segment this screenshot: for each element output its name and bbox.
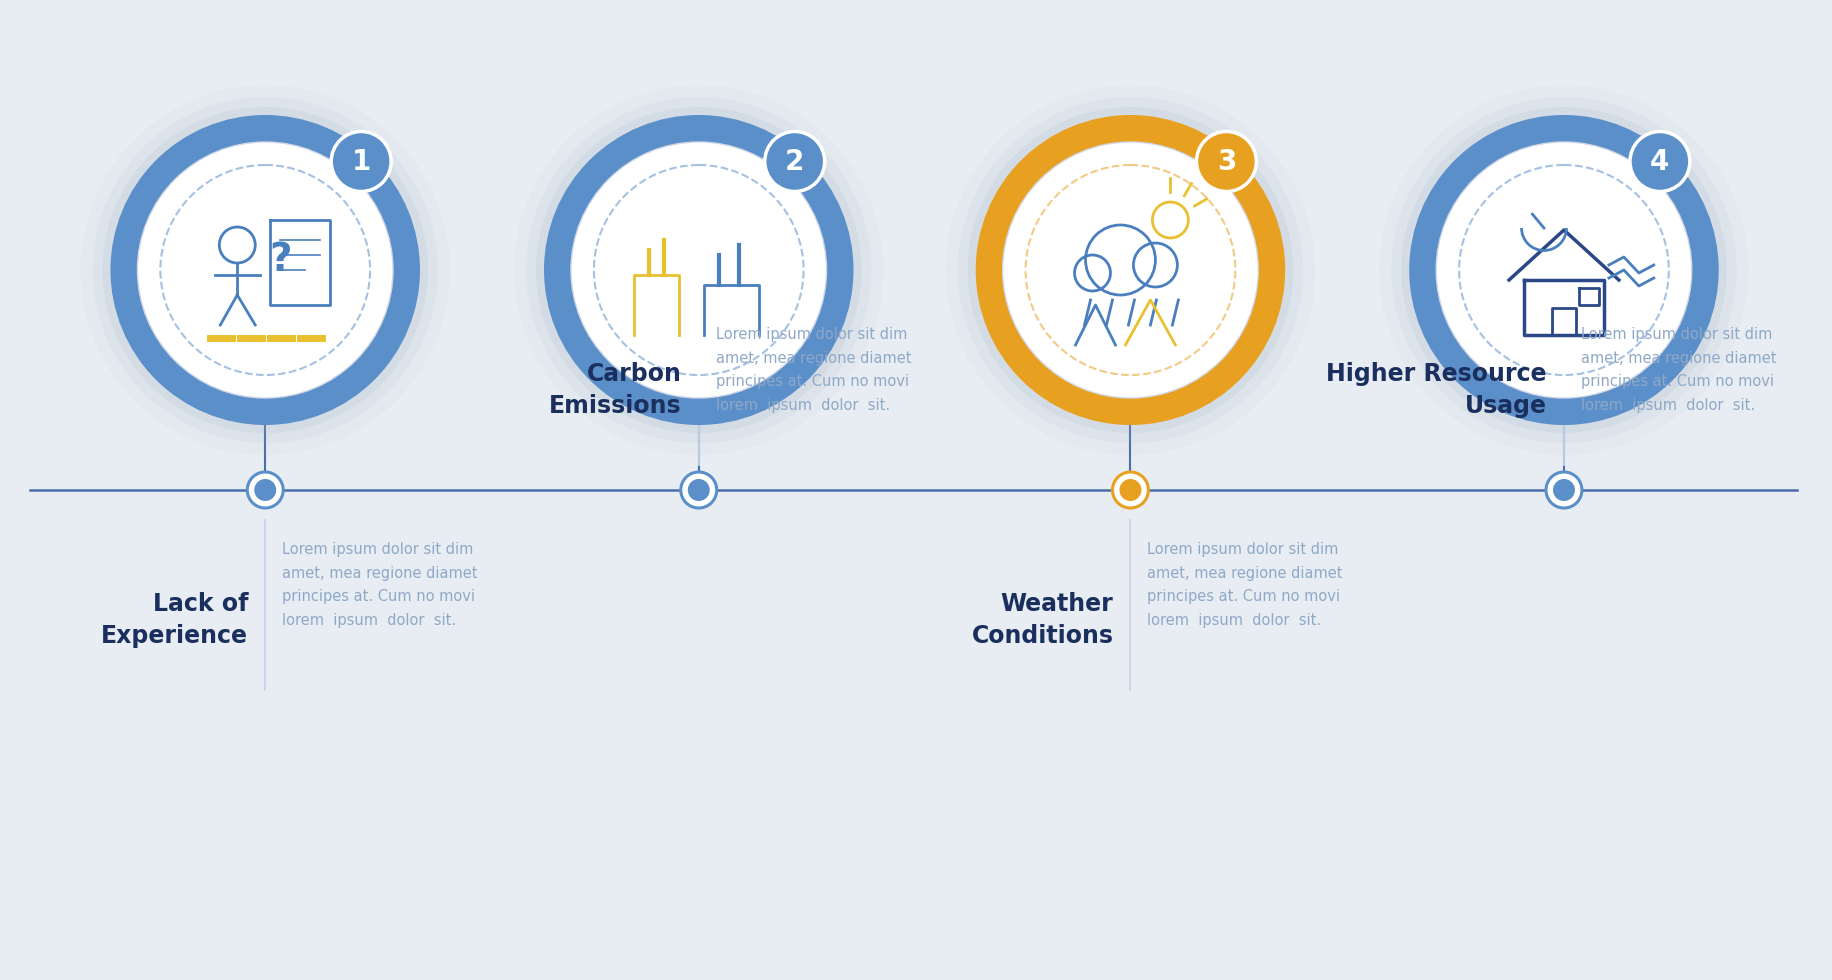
Ellipse shape <box>526 97 872 443</box>
Ellipse shape <box>110 115 420 425</box>
Text: 3: 3 <box>1216 148 1237 175</box>
Text: Lorem ipsum dolor sit dim
amet, mea regione diamet
principes at. Cum no movi
lor: Lorem ipsum dolor sit dim amet, mea regi… <box>282 542 478 627</box>
Ellipse shape <box>1630 131 1689 191</box>
Ellipse shape <box>515 85 883 455</box>
Ellipse shape <box>1436 142 1691 398</box>
Ellipse shape <box>764 131 824 191</box>
Text: Lack of
Experience: Lack of Experience <box>101 592 249 648</box>
Ellipse shape <box>332 131 392 191</box>
Ellipse shape <box>1196 131 1257 191</box>
Ellipse shape <box>1379 85 1750 455</box>
Text: 1: 1 <box>352 148 370 175</box>
Ellipse shape <box>572 142 826 398</box>
Ellipse shape <box>1112 472 1149 508</box>
Ellipse shape <box>247 472 284 508</box>
Ellipse shape <box>682 472 716 508</box>
Ellipse shape <box>1002 142 1259 398</box>
Ellipse shape <box>1119 479 1141 501</box>
Ellipse shape <box>1390 97 1737 443</box>
Ellipse shape <box>255 479 277 501</box>
Ellipse shape <box>103 107 429 433</box>
Text: 4: 4 <box>1651 148 1669 175</box>
Text: CO₂: CO₂ <box>667 228 711 248</box>
Text: ?: ? <box>269 241 291 279</box>
Ellipse shape <box>687 479 709 501</box>
Text: 2: 2 <box>786 148 804 175</box>
Ellipse shape <box>1401 107 1728 433</box>
Ellipse shape <box>958 97 1303 443</box>
Text: Weather
Conditions: Weather Conditions <box>971 592 1114 648</box>
Text: Lorem ipsum dolor sit dim
amet, mea regione diamet
principes at. Cum no movi
lor: Lorem ipsum dolor sit dim amet, mea regi… <box>1147 542 1343 627</box>
Text: Higher Resource
Usage: Higher Resource Usage <box>1326 363 1546 417</box>
Ellipse shape <box>1554 479 1576 501</box>
Ellipse shape <box>544 115 854 425</box>
Ellipse shape <box>976 115 1286 425</box>
Text: Lorem ipsum dolor sit dim
amet, mea regione diamet
principes at. Cum no movi
lor: Lorem ipsum dolor sit dim amet, mea regi… <box>1581 327 1777 413</box>
Text: Lorem ipsum dolor sit dim
amet, mea regione diamet
principes at. Cum no movi
lor: Lorem ipsum dolor sit dim amet, mea regi… <box>716 327 911 413</box>
Ellipse shape <box>81 85 451 455</box>
Ellipse shape <box>92 97 438 443</box>
Ellipse shape <box>1409 115 1718 425</box>
Ellipse shape <box>137 142 394 398</box>
Ellipse shape <box>1546 472 1583 508</box>
Text: Carbon
Emissions: Carbon Emissions <box>550 363 682 417</box>
Ellipse shape <box>967 107 1293 433</box>
Ellipse shape <box>945 85 1315 455</box>
Ellipse shape <box>537 107 861 433</box>
